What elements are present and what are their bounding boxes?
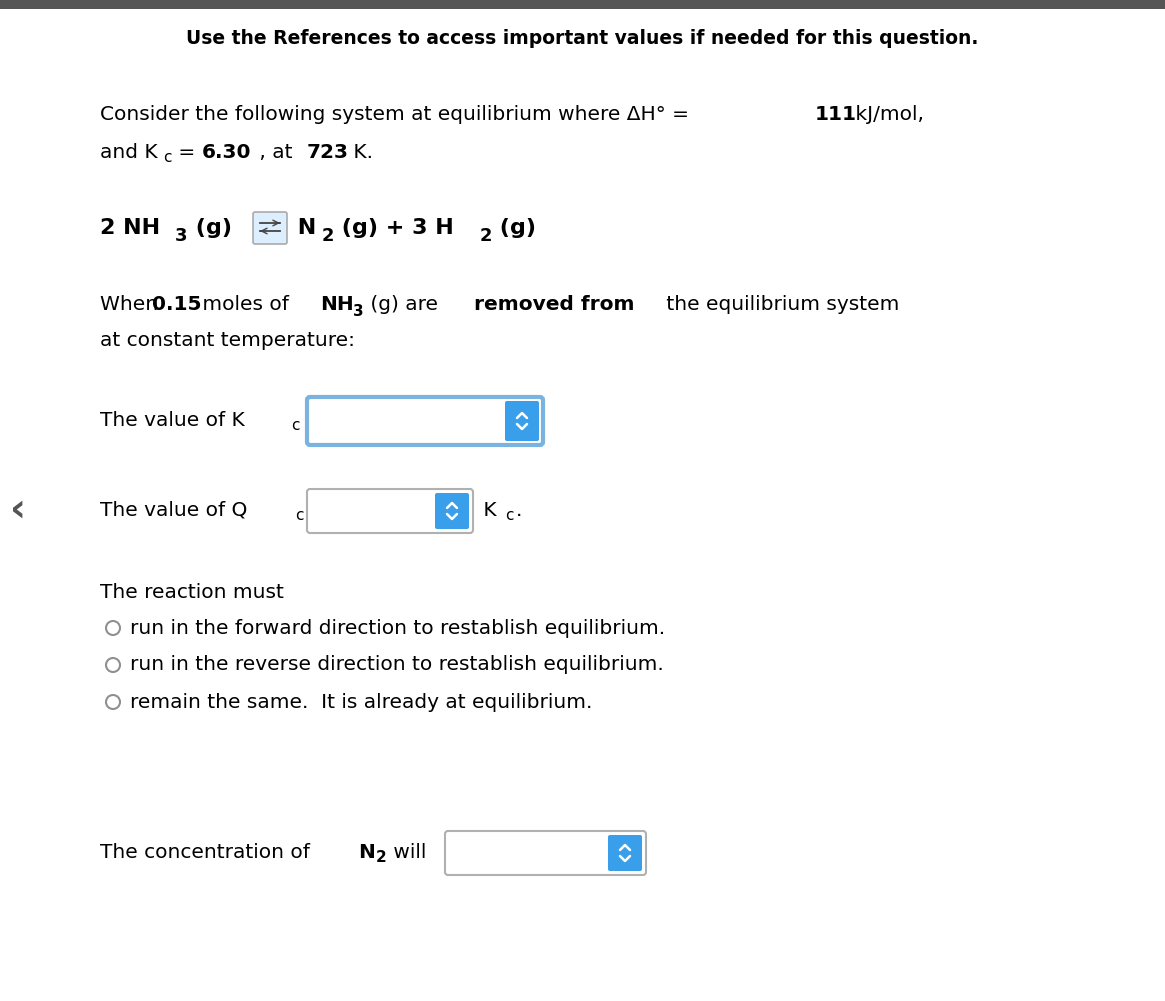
Text: 6.30: 6.30 — [202, 142, 252, 161]
Text: ‹: ‹ — [10, 491, 26, 529]
FancyBboxPatch shape — [608, 835, 642, 871]
Text: c: c — [291, 418, 299, 433]
Text: , at: , at — [253, 142, 299, 161]
Text: The value of K: The value of K — [100, 410, 245, 429]
Text: (g) + 3 H: (g) + 3 H — [334, 218, 453, 238]
Text: Consider the following system at equilibrium where ΔH° =: Consider the following system at equilib… — [100, 105, 696, 124]
Text: will: will — [387, 843, 426, 862]
Text: run in the forward direction to restablish equilibrium.: run in the forward direction to restabli… — [130, 619, 665, 638]
FancyBboxPatch shape — [435, 493, 469, 529]
Text: (g): (g) — [188, 218, 240, 238]
Text: When: When — [100, 295, 164, 314]
FancyBboxPatch shape — [504, 401, 539, 441]
Text: (g) are: (g) are — [363, 295, 444, 314]
Text: at constant temperature:: at constant temperature: — [100, 330, 355, 349]
Text: kJ/mol,: kJ/mol, — [849, 105, 924, 124]
Text: 2: 2 — [480, 227, 493, 245]
FancyBboxPatch shape — [308, 489, 473, 533]
Text: =: = — [172, 142, 202, 161]
Text: 111: 111 — [816, 105, 857, 124]
Text: 0.15: 0.15 — [151, 295, 202, 314]
FancyBboxPatch shape — [253, 212, 287, 244]
Text: The value of Q: The value of Q — [100, 500, 247, 520]
Text: (g): (g) — [492, 218, 536, 238]
Text: N: N — [358, 843, 375, 862]
Text: Use the References to access important values if needed for this question.: Use the References to access important v… — [185, 28, 979, 47]
Text: c: c — [504, 509, 514, 524]
Text: 723: 723 — [308, 142, 350, 161]
Text: 3: 3 — [353, 303, 363, 318]
Text: 2: 2 — [376, 851, 387, 866]
Text: and K: and K — [100, 142, 157, 161]
Text: the equilibrium system: the equilibrium system — [661, 295, 899, 314]
Text: K.: K. — [347, 142, 373, 161]
Text: 2 NH: 2 NH — [100, 218, 160, 238]
Text: remain the same.  It is already at equilibrium.: remain the same. It is already at equili… — [130, 693, 592, 712]
FancyBboxPatch shape — [445, 831, 647, 875]
Text: The concentration of: The concentration of — [100, 843, 316, 862]
Text: removed from: removed from — [474, 295, 635, 314]
Text: N: N — [290, 218, 316, 238]
Text: 3: 3 — [175, 227, 188, 245]
Text: c: c — [295, 509, 304, 524]
Text: 2: 2 — [322, 227, 334, 245]
Text: NH: NH — [320, 295, 354, 314]
Text: K: K — [476, 500, 496, 520]
Text: .: . — [516, 500, 522, 520]
FancyBboxPatch shape — [308, 397, 543, 445]
Text: c: c — [163, 150, 171, 165]
Text: run in the reverse direction to restablish equilibrium.: run in the reverse direction to restabli… — [130, 656, 664, 675]
Text: moles of: moles of — [196, 295, 295, 314]
Text: The reaction must: The reaction must — [100, 583, 284, 602]
FancyBboxPatch shape — [0, 0, 1165, 9]
